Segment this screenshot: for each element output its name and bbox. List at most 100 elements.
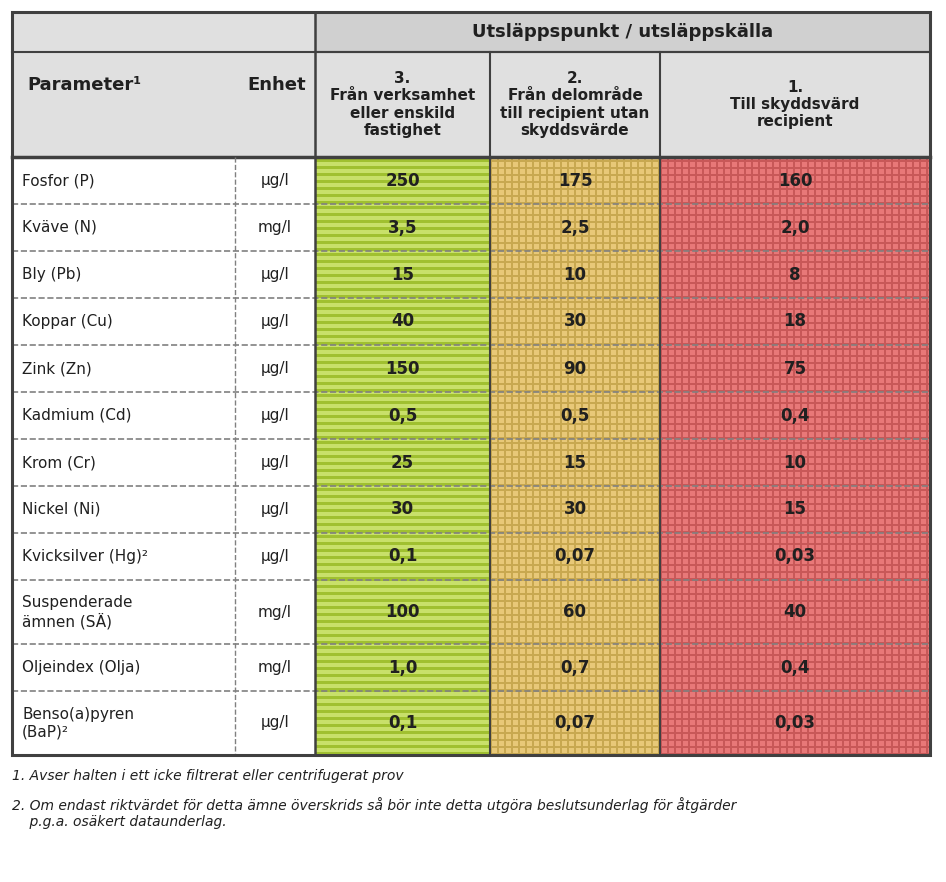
Bar (567, 644, 569, 691)
Bar (539, 298, 541, 345)
Bar (758, 251, 760, 298)
Bar (490, 725, 660, 727)
Bar (504, 439, 506, 486)
Bar (814, 204, 816, 251)
Bar (553, 439, 555, 486)
Bar (315, 382, 490, 385)
Bar (807, 533, 809, 580)
Bar (737, 533, 739, 580)
Bar (574, 157, 576, 204)
Bar (490, 711, 660, 713)
Bar (660, 392, 662, 439)
Bar (609, 486, 611, 533)
Bar (651, 157, 653, 204)
Bar (660, 437, 930, 439)
Bar (737, 392, 739, 439)
Bar (898, 157, 900, 204)
Bar (511, 644, 513, 691)
Text: 0,07: 0,07 (554, 548, 595, 565)
Bar (532, 298, 534, 345)
Bar (490, 704, 660, 706)
Bar (877, 251, 879, 298)
Bar (616, 392, 618, 439)
Bar (490, 644, 492, 691)
Bar (490, 470, 660, 472)
Bar (660, 362, 930, 364)
Bar (702, 580, 704, 644)
Bar (315, 627, 490, 630)
Bar (658, 251, 660, 298)
Bar (660, 732, 930, 734)
Bar (315, 345, 490, 392)
Bar (744, 204, 746, 251)
Bar (651, 298, 653, 345)
Bar (765, 392, 767, 439)
Bar (658, 533, 660, 580)
Bar (772, 204, 774, 251)
Bar (919, 298, 921, 345)
Bar (497, 345, 499, 392)
Bar (905, 644, 907, 691)
Bar (702, 392, 704, 439)
Bar (835, 533, 837, 580)
Bar (835, 439, 837, 486)
Bar (912, 298, 914, 345)
Bar (315, 408, 490, 411)
Bar (660, 704, 930, 706)
Bar (490, 557, 660, 559)
Bar (315, 644, 490, 691)
Bar (891, 486, 893, 533)
Bar (744, 644, 746, 691)
Bar (12, 251, 315, 298)
Text: 0,7: 0,7 (560, 659, 589, 676)
Bar (623, 486, 625, 533)
Bar (567, 157, 569, 204)
Bar (716, 345, 718, 392)
Bar (674, 157, 676, 204)
Bar (660, 251, 930, 298)
Bar (644, 580, 646, 644)
Bar (821, 439, 823, 486)
Bar (651, 580, 653, 644)
Bar (315, 483, 490, 486)
Bar (898, 533, 900, 580)
Bar (595, 486, 597, 533)
Bar (842, 644, 844, 691)
Bar (567, 345, 569, 392)
Bar (709, 439, 711, 486)
Text: mg/l: mg/l (258, 604, 292, 619)
Bar (660, 470, 930, 472)
Bar (884, 157, 886, 204)
Bar (315, 462, 490, 465)
Bar (609, 644, 611, 691)
Bar (863, 580, 865, 644)
Bar (553, 580, 555, 644)
Bar (490, 402, 660, 404)
Bar (644, 157, 646, 204)
Bar (660, 496, 930, 498)
Bar (588, 157, 590, 204)
Bar (490, 235, 660, 237)
Bar (490, 580, 660, 644)
Bar (849, 486, 851, 533)
Bar (772, 580, 774, 644)
Bar (490, 586, 660, 588)
Bar (660, 593, 930, 595)
Bar (637, 157, 639, 204)
Bar (849, 345, 851, 392)
Bar (525, 392, 527, 439)
Text: μg/l: μg/l (261, 173, 289, 188)
Bar (490, 348, 660, 350)
Bar (828, 486, 830, 533)
Bar (800, 486, 802, 533)
Bar (644, 392, 646, 439)
Bar (702, 345, 704, 392)
Bar (490, 157, 492, 204)
Bar (765, 533, 767, 580)
Bar (651, 533, 653, 580)
Bar (490, 449, 660, 451)
Bar (751, 580, 753, 644)
Bar (651, 392, 653, 439)
Bar (539, 486, 541, 533)
Bar (660, 289, 930, 291)
